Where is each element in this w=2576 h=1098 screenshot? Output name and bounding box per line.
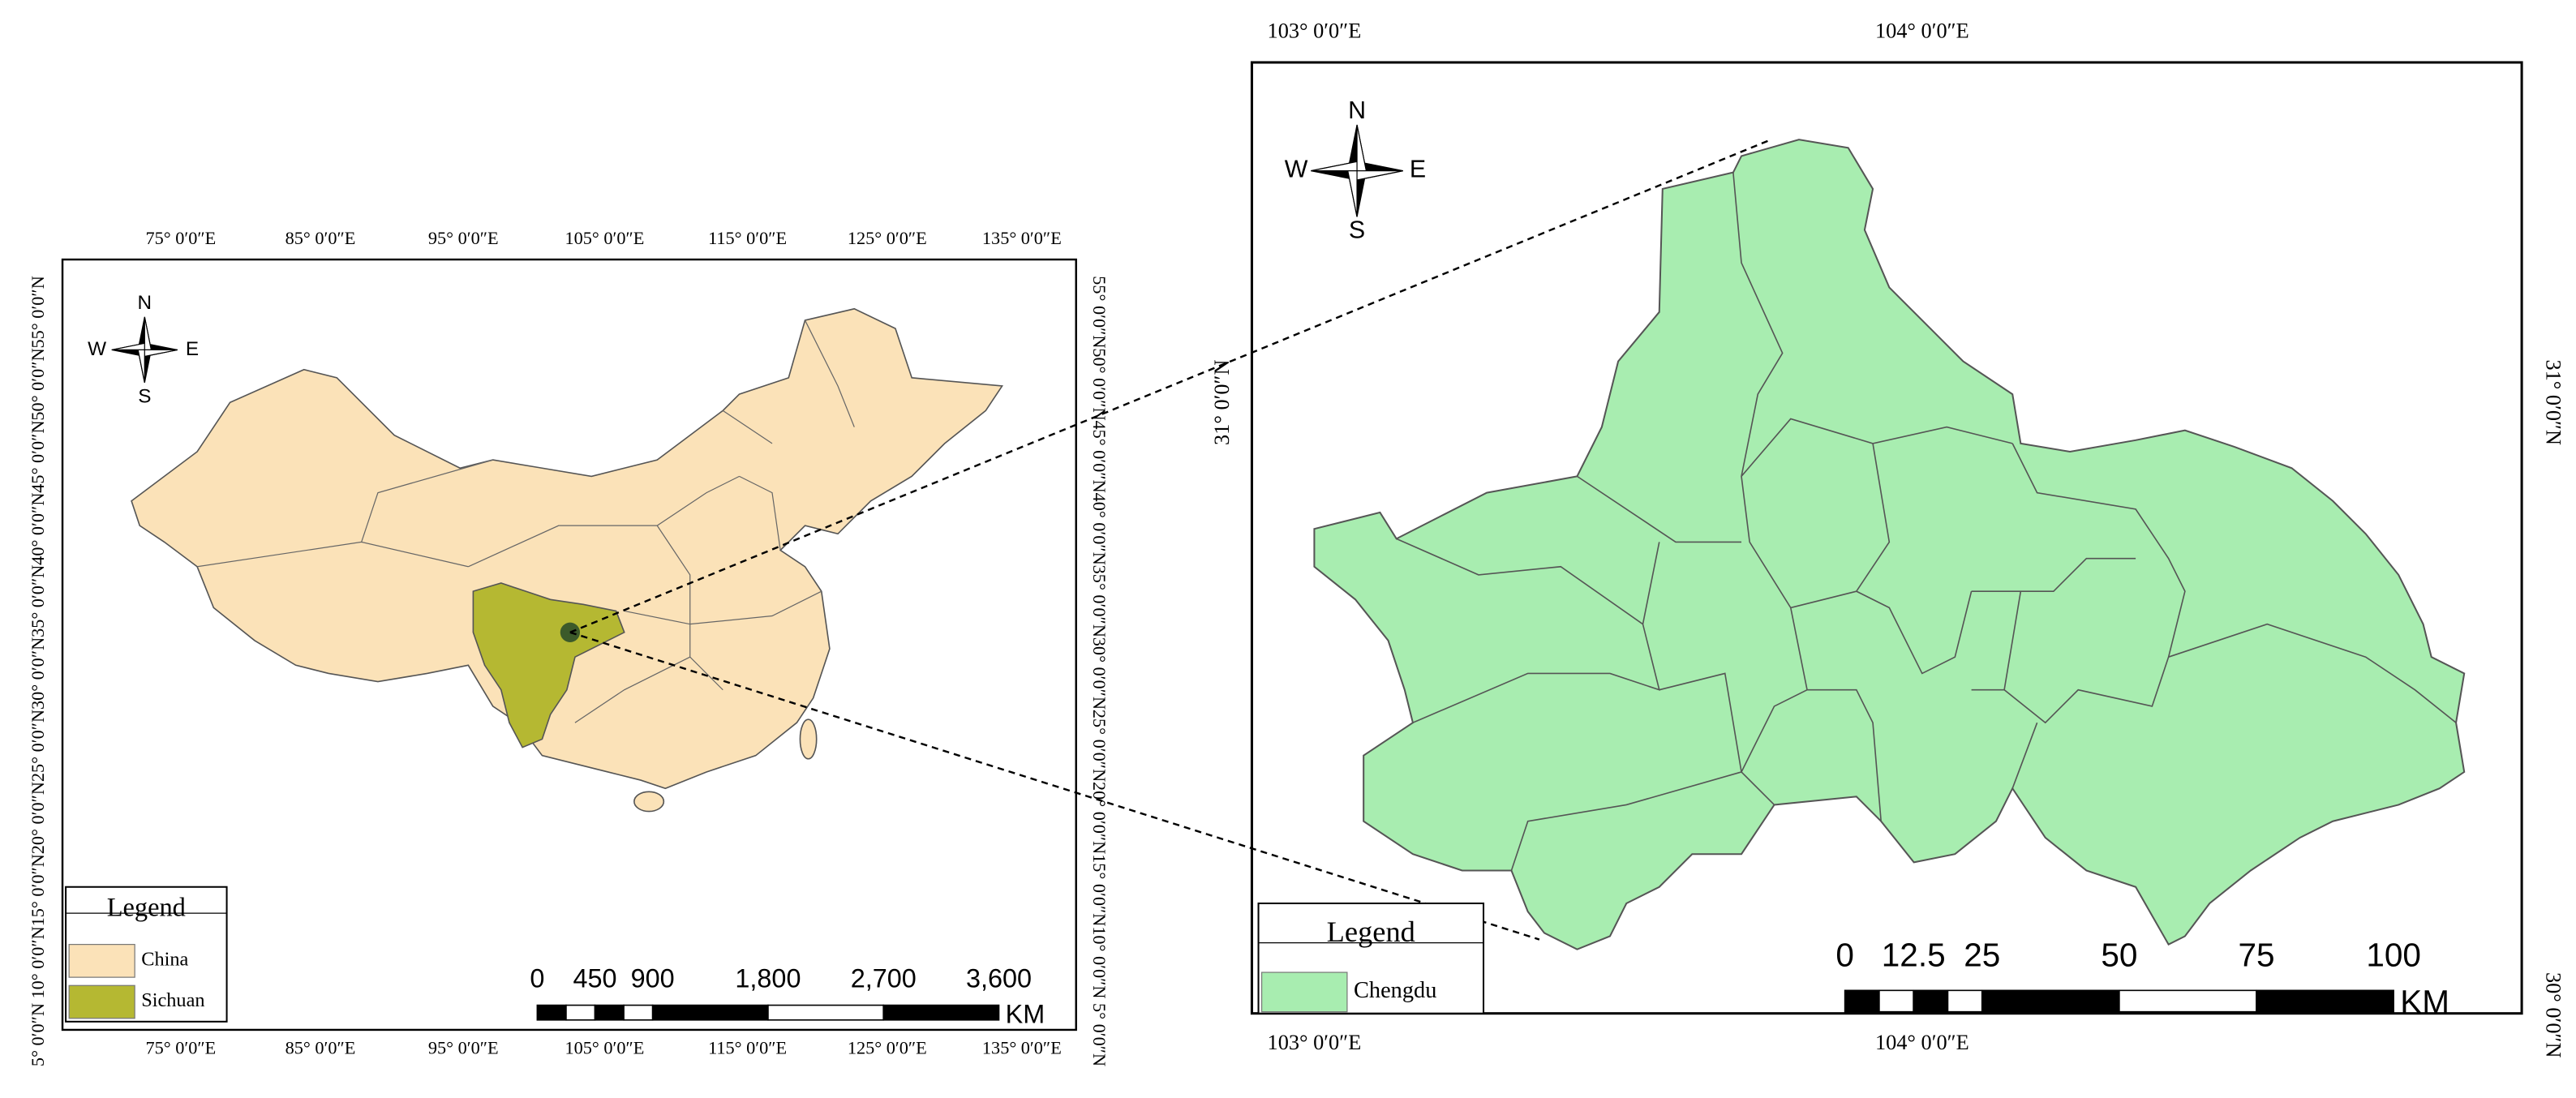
graticule-label: 103° 0′0″E [1268,1031,1362,1054]
scale-segment [1981,989,2120,1013]
scale-segment [565,1004,596,1021]
china-shape [131,307,1004,813]
scale-label: 50 [2101,937,2137,974]
scale-segment [651,1004,769,1021]
scale-label: 0 [1835,937,1854,974]
graticule-label: 25° 0′0″N [28,710,48,782]
graticule-label: 35° 0′0″N [28,565,48,637]
scale-label: 3,600 [966,964,1032,993]
legend-label: Chengdu [1354,978,1436,1003]
graticule-label: 40° 0′0″N [1089,493,1110,565]
legend-title: Legend [107,894,186,923]
legend-swatch [68,944,135,978]
graticule-label: 50° 0′0″N [1089,348,1110,420]
graticule-label: 55° 0′0″N [28,276,48,348]
legend-title: Legend [1327,916,1415,948]
compass-rose [1311,124,1403,217]
graticule-label: 135° 0′0″E [982,1037,1062,1057]
graticule-label: 5° 0′0″N [1089,1003,1110,1066]
graticule-label: 30° 0′0″N [2542,972,2565,1058]
scale-segment [594,1004,625,1021]
scale-label: 450 [573,964,616,993]
graticule-label: 125° 0′0″E [848,1037,927,1057]
graticule-label: 10° 0′0″N [28,926,48,998]
compass-rose [111,316,178,384]
graticule-label: 31° 0′0″N [1210,359,1234,445]
scale-segment [2119,989,2257,1013]
graticule-label: 10° 0′0″N [1089,926,1110,998]
scale-segment [536,1004,567,1021]
graticule-label: 75° 0′0″E [145,1037,216,1057]
graticule-label: 115° 0′0″E [708,228,787,248]
scale-segment [882,1004,1000,1021]
compass-e: E [1410,156,1426,183]
graticule-label: 31° 0′0″N [2542,359,2565,445]
graticule-label: 104° 0′0″E [1875,19,1969,43]
compass-s: S [138,386,151,408]
scale-segment [767,1004,885,1021]
graticule-label: 115° 0′0″E [708,1037,787,1057]
graticule-label: 45° 0′0″N [1089,420,1110,492]
graticule-label: 125° 0′0″E [848,228,927,248]
scale-label: 0 [530,964,544,993]
graticule-label: 15° 0′0″N [1089,854,1110,926]
compass-n: N [1348,97,1366,124]
graticule-label: 95° 0′0″E [428,228,499,248]
graticule-label: 20° 0′0″N [28,782,48,854]
scale-label: 12.5 [1882,937,1946,974]
scale-unit: KM [1006,999,1045,1028]
graticule-label: 30° 0′0″N [28,637,48,710]
scale-label: 100 [2366,937,2421,974]
scale-label: 25 [1964,937,2000,974]
graticule-label: 103° 0′0″E [1268,19,1362,43]
graticule-label: 50° 0′0″N [28,348,48,420]
graticule-label: 85° 0′0″E [286,1037,356,1057]
graticule-label: 85° 0′0″E [286,228,356,248]
compass-n: N [138,292,152,314]
compass-w: W [1285,156,1308,183]
graticule-label: 55° 0′0″N [1089,276,1110,348]
scale-segment [1878,989,1914,1013]
scale-label: 75 [2238,937,2274,974]
graticule-label: 105° 0′0″E [565,1037,644,1057]
compass-e: E [186,338,199,360]
graticule-label: 40° 0′0″N [28,493,48,565]
scale-segment [623,1004,654,1021]
scale-segment [1947,989,1983,1013]
compass-s: S [1349,217,1365,244]
scale-segment [1844,989,1880,1013]
graticule-label: 105° 0′0″E [565,228,644,248]
chengdu-shape [1313,139,2466,950]
graticule-label: 95° 0′0″E [428,1037,499,1057]
graticule-label: 30° 0′0″N [1089,637,1110,710]
scale-label: 900 [631,964,675,993]
legend-swatch [68,984,135,1019]
connector [569,139,1771,941]
scale-label: 1,800 [735,964,801,993]
legend-label: Sichuan [141,989,204,1011]
graticule-label: 135° 0′0″E [982,228,1062,248]
scale-unit: KM [2400,983,2449,1020]
graticule-label: 20° 0′0″N [1089,782,1110,854]
graticule-label: 45° 0′0″N [28,420,48,492]
legend-label: China [141,948,188,970]
scale-segment [2256,989,2394,1013]
graticule-label: 75° 0′0″E [145,228,216,248]
scale-label: 2,700 [851,964,917,993]
graticule-label: 5° 0′0″N [28,1003,48,1066]
graticule-label: 35° 0′0″N [1089,565,1110,637]
graticule-label: 25° 0′0″N [1089,710,1110,782]
graticule-label: 15° 0′0″N [28,854,48,926]
graticule-label: 104° 0′0″E [1875,1031,1969,1054]
compass-w: W [88,338,106,360]
scale-segment [1913,989,1949,1013]
legend-swatch [1260,971,1348,1013]
